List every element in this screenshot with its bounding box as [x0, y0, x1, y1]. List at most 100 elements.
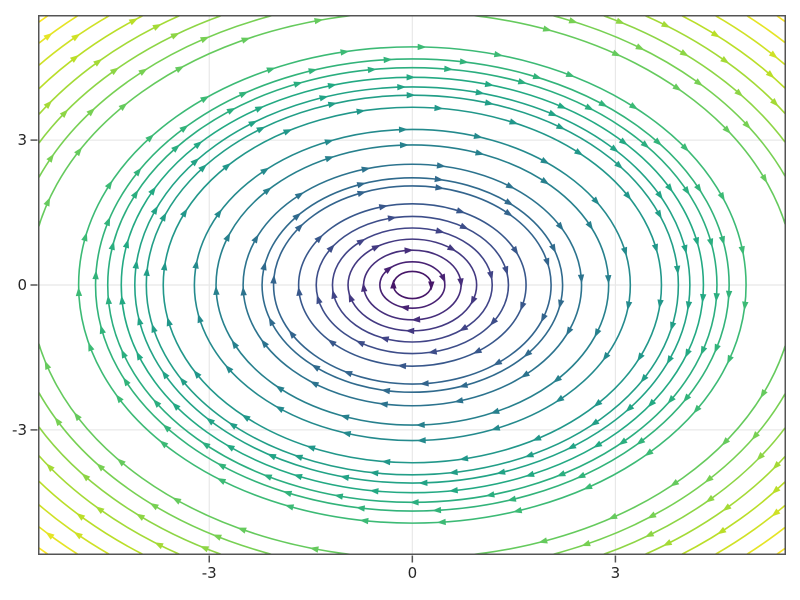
flow-arrowhead — [428, 281, 435, 291]
flow-arrowhead — [768, 50, 778, 59]
flow-arrowhead — [387, 215, 397, 222]
streamline — [261, 176, 564, 394]
flow-arrowhead — [172, 497, 182, 505]
flow-arrowhead — [665, 183, 673, 193]
flow-arrowhead — [548, 109, 558, 117]
flow-arrowhead — [225, 364, 234, 374]
flow-arrowhead — [179, 124, 189, 133]
streamline — [242, 163, 583, 407]
flow-arrowhead — [75, 287, 83, 297]
flow-arrowhead — [149, 502, 159, 511]
flow-arrowhead — [159, 440, 169, 449]
flow-arrowhead — [693, 78, 704, 87]
flow-arrowhead — [435, 227, 445, 234]
flow-arrowhead — [46, 463, 55, 472]
flow-arrowhead — [432, 506, 442, 514]
flow-arrowhead — [133, 167, 142, 177]
flow-arrowhead — [490, 424, 501, 431]
flow-arrowhead — [657, 299, 664, 309]
flow-arrowhead — [294, 192, 305, 200]
flow-arrowhead — [115, 394, 124, 404]
flow-arrowhead — [132, 259, 139, 269]
flow-arrowhead — [734, 88, 744, 97]
flow-arrowhead — [543, 257, 550, 268]
flow-arrowhead — [143, 266, 150, 277]
flow-arrowhead — [348, 293, 355, 303]
flow-arrowhead — [379, 336, 390, 343]
flow-arrowhead — [618, 437, 628, 446]
flow-arrowhead — [378, 204, 389, 211]
flow-arrowhead — [275, 385, 285, 393]
flow-arrowhead — [378, 401, 389, 408]
x-tick-label: 0 — [408, 564, 418, 582]
flow-arrowhead — [174, 65, 185, 73]
flow-arrowhead — [520, 301, 527, 312]
flow-arrowhead — [213, 285, 220, 295]
flow-arrowhead — [693, 404, 702, 414]
flow-arrowhead — [667, 395, 676, 404]
flow-arrowhead — [359, 517, 369, 525]
streamline — [193, 128, 632, 442]
flow-arrowhead — [717, 526, 727, 535]
flow-arrowhead — [311, 364, 321, 372]
flow-arrowhead — [722, 503, 732, 512]
flow-arrowhead — [742, 120, 751, 130]
flow-arrowhead — [398, 126, 408, 133]
flow-arrowhead — [309, 546, 319, 553]
flow-arrowhead — [590, 418, 600, 427]
flow-arrowhead — [584, 103, 595, 111]
flow-arrowhead — [459, 222, 469, 230]
streamline — [315, 215, 510, 355]
flow-arrowhead — [593, 440, 603, 448]
flow-arrowhead — [267, 453, 277, 461]
flow-arrowhead — [520, 370, 530, 378]
flow-arrowhead — [44, 360, 52, 370]
flow-arrowhead — [43, 32, 53, 41]
flow-arrowhead — [268, 316, 276, 327]
flow-arrowhead — [585, 220, 594, 231]
flow-arrowhead — [694, 183, 702, 193]
flow-arrowhead — [319, 95, 329, 102]
flow-arrowhead — [611, 49, 622, 57]
flow-arrowhead — [137, 315, 144, 326]
flow-arrowhead — [583, 483, 593, 490]
flow-arrowhead — [260, 261, 267, 271]
flow-arrowhead — [555, 221, 564, 231]
flow-arrowhead — [625, 301, 633, 311]
flow-arrowhead — [275, 405, 285, 413]
flow-arrowhead — [367, 66, 377, 74]
flow-arrowhead — [260, 167, 270, 176]
flow-arrowhead — [577, 274, 585, 284]
flow-arrowhead — [454, 397, 464, 404]
flow-arrowhead — [405, 327, 415, 335]
streamline — [94, 58, 730, 512]
flow-arrowhead — [43, 197, 51, 207]
flow-arrowhead — [552, 374, 563, 383]
flow-arrowhead — [608, 512, 618, 520]
flow-arrowhead — [574, 148, 584, 156]
streamline — [215, 144, 610, 426]
flow-arrowhead — [727, 354, 734, 365]
flow-arrowhead — [721, 437, 731, 446]
flow-arrowhead — [103, 216, 111, 227]
flow-arrowhead — [397, 362, 407, 370]
flow-arrowhead — [355, 505, 366, 512]
flow-arrowhead — [390, 279, 397, 289]
flow-arrowhead — [216, 462, 227, 471]
flow-arrowhead — [260, 339, 269, 349]
flow-arrowhead — [122, 377, 131, 387]
flow-arrowhead — [673, 265, 681, 275]
flow-arrowhead — [759, 173, 768, 184]
flow-arrowhead — [314, 234, 323, 244]
flow-arrowhead — [205, 417, 216, 426]
flow-arrowhead — [228, 422, 238, 430]
flow-arrowhead — [74, 147, 83, 157]
flow-arrowhead — [270, 274, 277, 284]
flow-arrowhead — [415, 421, 425, 428]
streamline — [331, 227, 494, 343]
flow-arrowhead — [532, 434, 542, 441]
streamline — [77, 46, 747, 524]
flow-arrowhead — [316, 294, 323, 305]
flow-arrowhead — [171, 402, 181, 411]
flow-arrowhead — [340, 49, 350, 56]
